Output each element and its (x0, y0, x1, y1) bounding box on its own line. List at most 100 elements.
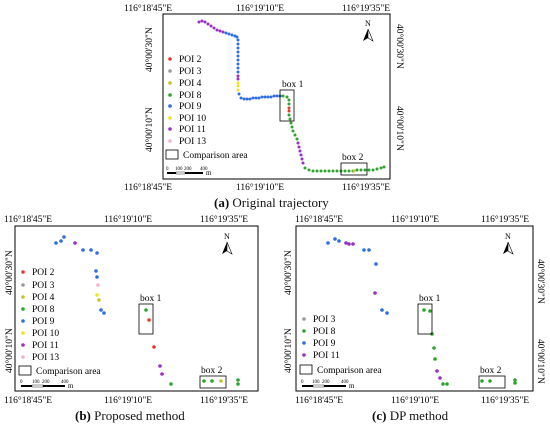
svg-text:200: 200 (184, 167, 192, 172)
box-2 (340, 162, 368, 176)
scale-bar: 0 100 200 400 m (20, 380, 74, 390)
svg-text:POI 9: POI 9 (313, 339, 336, 349)
svg-text:POI 10: POI 10 (32, 329, 59, 339)
box-2-label: box 2 (342, 153, 364, 163)
svg-text:400: 400 (341, 380, 349, 385)
scale-bar: 0 100 200 400 m (166, 167, 212, 177)
svg-text:POI 4: POI 4 (179, 79, 202, 89)
box-1 (417, 303, 433, 335)
bottom-coord-2: 116°19'10"E (236, 182, 284, 193)
svg-text:0: 0 (166, 167, 169, 172)
bottom-coord-1: 116°18'45"E (295, 395, 343, 406)
points-poi4 (97, 298, 223, 383)
box-1-label: box 1 (419, 294, 441, 304)
svg-text:POI 11: POI 11 (179, 125, 206, 135)
top-coord-3: 116°19'35"E (200, 214, 248, 225)
map-frame (162, 13, 391, 180)
svg-text:m: m (349, 382, 355, 390)
left-coord-1: 40°00'30"N (144, 27, 155, 72)
svg-text:POI 2: POI 2 (32, 268, 55, 278)
points-poi11 (344, 241, 442, 380)
top-coord-1: 116°18'45"E (124, 3, 172, 14)
north-arrow: N (363, 19, 374, 42)
caption-c: (c) DP method (372, 408, 449, 423)
box-2 (199, 375, 227, 389)
svg-text:POI 8: POI 8 (313, 327, 336, 337)
panel-a-map: 116°18'45"E 116°19'10"E 116°19'35"E 116°… (124, 3, 405, 193)
right-coord-2: 40°00'10"N (394, 106, 405, 151)
map-frame (14, 225, 259, 392)
legend: POI 3 POI 8 POI 9 POI 11 Comparison area (299, 315, 382, 376)
bottom-coord-3: 116°19'35"E (342, 182, 390, 193)
top-coord-1: 116°18'45"E (4, 214, 52, 225)
box-1-label: box 1 (140, 294, 162, 304)
svg-text:POI 13: POI 13 (32, 353, 59, 363)
svg-text:POI 9: POI 9 (32, 317, 55, 327)
trajectory-poi11-mid (236, 74, 240, 81)
bottom-coord-1: 116°18'45"E (124, 182, 172, 193)
svg-text:m: m (206, 169, 212, 177)
points-poi9 (54, 235, 106, 315)
bottom-coord-1: 116°18'45"E (4, 395, 52, 406)
caption-b: (b) Proposed method (75, 408, 185, 423)
trajectory-poi8 (281, 94, 386, 173)
box-1-label: box 1 (282, 80, 304, 90)
svg-text:100: 100 (32, 380, 40, 385)
left-coord-2: 40°00'10"N (144, 107, 155, 152)
north-arrow: N (222, 232, 233, 255)
map-frame (295, 225, 534, 392)
svg-text:100: 100 (312, 380, 320, 385)
trajectory-poi10 (236, 81, 240, 92)
left-coord-2: 40°00'10"N (283, 328, 294, 373)
right-coord-1: 40°00'30"N (535, 259, 546, 304)
points-poi2 (147, 318, 156, 349)
svg-text:0: 0 (301, 380, 304, 385)
bottom-coord-3: 116°19'35"E (200, 395, 248, 406)
points-poi9 (326, 237, 389, 315)
panel-c-map: 116°18'45"E 116°19'10"E 116°19'35"E 116°… (283, 214, 546, 406)
trajectory-poi11-start (197, 19, 225, 34)
trajectory-poi9 (224, 31, 282, 101)
svg-text:POI 9: POI 9 (179, 102, 202, 112)
left-coord-1: 40°00'30"N (283, 250, 294, 295)
svg-text:POI 8: POI 8 (32, 305, 55, 315)
top-coord-2: 116°19'10"E (104, 214, 152, 225)
box-1 (138, 303, 154, 335)
legend: POI 2 POI 3 POI 4 POI 8 POI 9 POI 10 POI… (165, 55, 248, 161)
caption-a: (a) Original trajectory (214, 195, 329, 210)
svg-text:POI 11: POI 11 (313, 351, 340, 361)
svg-text:100: 100 (175, 167, 183, 172)
svg-text:m: m (68, 382, 74, 390)
points-poi8 (422, 308, 517, 386)
svg-text:POI 10: POI 10 (179, 114, 206, 124)
top-coord-3: 116°19'35"E (342, 3, 390, 14)
svg-text:POI 8: POI 8 (179, 91, 202, 101)
box-2 (478, 375, 506, 389)
svg-text:POI 13: POI 13 (179, 137, 206, 147)
svg-text:POI 2: POI 2 (179, 55, 202, 65)
trajectory-poi2 (287, 106, 291, 113)
svg-text:Comparison area: Comparison area (317, 366, 382, 376)
bottom-coord-3: 116°19'35"E (481, 395, 529, 406)
right-coord-1: 40°00'30"N (394, 24, 405, 69)
points-poi10 (95, 293, 99, 297)
top-coord-1: 116°18'45"E (295, 214, 343, 225)
svg-text:N: N (224, 232, 230, 241)
bottom-coord-2: 116°19'10"E (391, 395, 439, 406)
right-coord-2: 40°00'10"N (535, 339, 546, 384)
top-coord-2: 116°19'10"E (391, 214, 439, 225)
left-coord-1: 40°00'30"N (4, 250, 15, 295)
svg-text:400: 400 (61, 380, 69, 385)
svg-text:N: N (505, 232, 511, 241)
points-poi13 (96, 283, 100, 287)
svg-text:POI 4: POI 4 (32, 293, 55, 303)
top-coord-2: 116°19'10"E (236, 3, 284, 14)
svg-text:200: 200 (42, 380, 50, 385)
north-arrow: N (503, 232, 514, 255)
points-poi11 (73, 241, 164, 376)
svg-text:Comparison area: Comparison area (183, 151, 248, 161)
svg-text:POI 3: POI 3 (313, 315, 336, 325)
left-coord-2: 40°00'10"N (4, 328, 15, 373)
box-1 (279, 89, 295, 122)
box-2-label: box 2 (480, 366, 502, 376)
